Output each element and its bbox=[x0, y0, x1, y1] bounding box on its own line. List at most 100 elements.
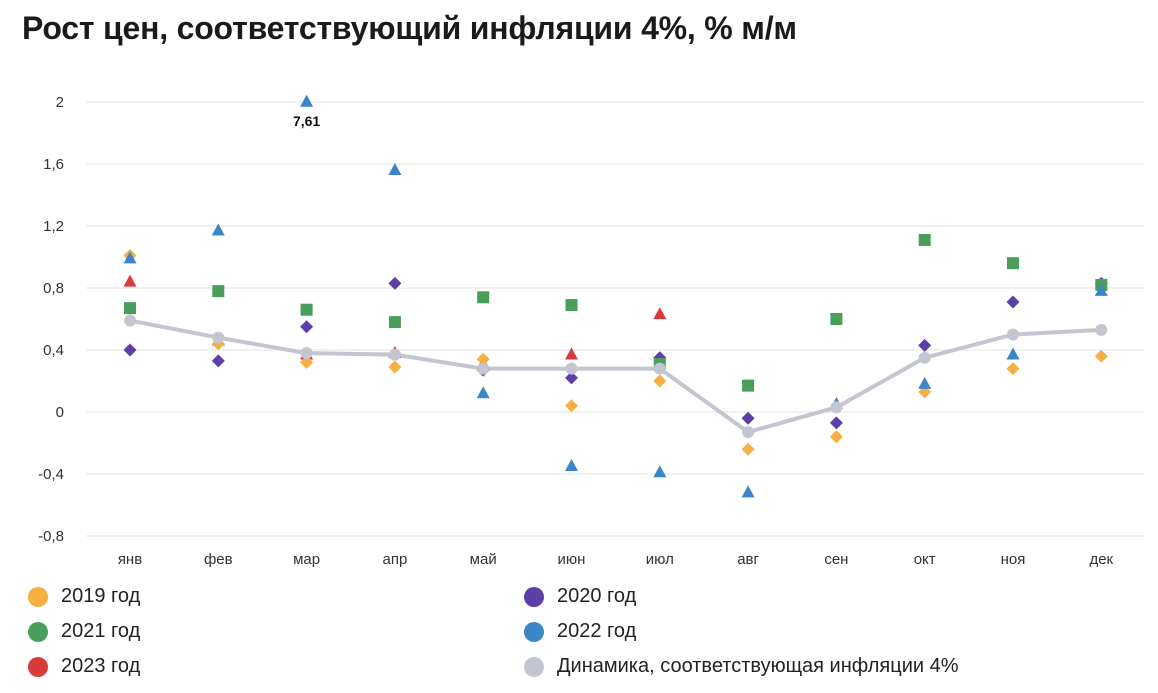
inflation-line-point bbox=[742, 426, 755, 439]
y-tick-label: -0,4 bbox=[38, 466, 64, 483]
legend-item-2021[interactable]: 2021 год bbox=[28, 620, 140, 643]
point-triangle bbox=[653, 307, 667, 320]
point-diamond bbox=[565, 399, 578, 413]
legend-dot-icon bbox=[28, 621, 48, 642]
point-diamond bbox=[565, 371, 578, 385]
inflation-line-point bbox=[300, 347, 313, 360]
point-square bbox=[742, 379, 755, 392]
x-tick-label: фев bbox=[204, 551, 233, 568]
x-tick-label: авг bbox=[737, 551, 759, 568]
legend-label: 2020 год bbox=[557, 585, 637, 607]
inflation-line-layer bbox=[129, 318, 1102, 435]
chart-title: Рост цен, соответствующий инфляции 4%, %… bbox=[22, 10, 797, 46]
inflation-line-point bbox=[918, 351, 931, 364]
point-diamond bbox=[123, 343, 137, 357]
inflation-line bbox=[129, 318, 1102, 435]
legend-item-2022[interactable]: 2022 год bbox=[524, 620, 636, 643]
point-square bbox=[1007, 257, 1019, 270]
point-diamond bbox=[653, 374, 667, 388]
point-diamond bbox=[1094, 349, 1108, 363]
inflation-line-point bbox=[653, 362, 666, 375]
point-triangle bbox=[565, 347, 578, 360]
point-square bbox=[124, 302, 136, 315]
point-triangle bbox=[741, 485, 755, 498]
point-triangle bbox=[211, 223, 225, 236]
legend-dot-icon bbox=[524, 621, 544, 642]
inflation-line-point bbox=[477, 362, 490, 375]
legend-dot-icon bbox=[524, 656, 544, 677]
x-tick-label: июл bbox=[646, 551, 674, 568]
point-square bbox=[477, 291, 490, 304]
point-triangle bbox=[476, 386, 490, 399]
point-square bbox=[212, 285, 225, 298]
inflation-line-point bbox=[1095, 323, 1108, 336]
point-square bbox=[918, 233, 931, 246]
y-tick-label: 0,4 bbox=[43, 342, 64, 359]
legend-item-2023[interactable]: 2023 год bbox=[28, 655, 140, 678]
chart-plot: 2 1,6 1,2 0,8 0,4 0 -0,4 -0,8 янв фев мар апр май ию… bbox=[38, 94, 1144, 568]
marker-layer bbox=[123, 94, 1108, 498]
y-tick-label: 1,6 bbox=[43, 156, 64, 173]
legend-dot-icon bbox=[28, 586, 48, 607]
point-triangle bbox=[123, 274, 137, 287]
point-triangle bbox=[918, 376, 932, 389]
legend-label: Динамика, соответствующая инфляции 4% bbox=[557, 655, 959, 677]
x-tick-label: ноя bbox=[1001, 551, 1026, 568]
x-tick-label: июн bbox=[558, 551, 586, 568]
legend-label: 2023 год bbox=[61, 655, 141, 677]
x-tick-label: сен bbox=[824, 551, 848, 568]
point-diamond bbox=[476, 352, 490, 366]
point-triangle bbox=[1094, 283, 1108, 296]
inflation-line-point bbox=[388, 348, 401, 361]
y-axis-ticks: 2 1,6 1,2 0,8 0,4 0 -0,4 -0,8 bbox=[38, 94, 64, 545]
x-tick-label: дек bbox=[1089, 551, 1113, 568]
point-square bbox=[388, 316, 401, 329]
point-diamond bbox=[741, 411, 755, 425]
y-tick-label: 0,8 bbox=[43, 280, 64, 297]
point-diamond bbox=[918, 338, 932, 352]
point-diamond bbox=[211, 354, 225, 368]
legend-item-2019[interactable]: 2019 год bbox=[28, 585, 140, 608]
x-axis-ticks: янв фев мар апр май июн июл авг сен окт ноя дек bbox=[118, 551, 1114, 568]
point-triangle bbox=[565, 459, 578, 472]
inflation-line-point bbox=[124, 314, 136, 327]
x-tick-label: апр bbox=[382, 551, 407, 568]
point-square bbox=[830, 313, 843, 325]
y-tick-label: -0,8 bbox=[38, 528, 64, 545]
point-diamond bbox=[388, 360, 402, 374]
legend-label: 2021 год bbox=[61, 620, 141, 642]
point-diamond bbox=[1006, 362, 1020, 376]
point-diamond bbox=[300, 355, 314, 369]
legend-item-inflation-line[interactable]: Динамика, соответствующая инфляции 4% bbox=[524, 655, 959, 678]
inflation-line-point bbox=[1007, 328, 1019, 341]
legend-label: 2022 год bbox=[557, 620, 637, 642]
point-diamond bbox=[741, 442, 755, 456]
point-triangle bbox=[300, 94, 314, 107]
legend-label: 2019 год bbox=[61, 585, 141, 607]
point-triangle bbox=[388, 163, 402, 175]
point-diamond bbox=[1006, 295, 1020, 309]
point-triangle bbox=[653, 465, 667, 478]
point-triangle bbox=[1006, 347, 1020, 360]
inflation-line-point bbox=[565, 362, 578, 375]
legend-dot-icon bbox=[524, 586, 544, 607]
inflation-line-point bbox=[830, 401, 843, 414]
point-square bbox=[565, 299, 578, 312]
x-tick-label: янв bbox=[118, 551, 142, 568]
y-tick-label: 2 bbox=[56, 94, 64, 111]
point-diamond bbox=[388, 276, 402, 290]
x-tick-label: окт bbox=[914, 551, 936, 568]
point-diamond bbox=[829, 430, 843, 444]
point-diamond bbox=[300, 320, 314, 334]
annotation-label: 7,61 bbox=[293, 113, 320, 129]
point-triangle bbox=[123, 251, 137, 264]
annotation-layer: 7,61 bbox=[293, 113, 320, 129]
y-tick-label: 1,2 bbox=[43, 218, 64, 235]
inflation-line-point bbox=[212, 331, 225, 344]
y-tick-label: 0 bbox=[56, 404, 64, 421]
x-tick-label: мар bbox=[293, 551, 320, 568]
grid-layer bbox=[86, 101, 1144, 537]
legend-dot-icon bbox=[28, 656, 48, 677]
legend-item-2020[interactable]: 2020 год bbox=[524, 585, 636, 608]
point-square bbox=[300, 303, 313, 316]
